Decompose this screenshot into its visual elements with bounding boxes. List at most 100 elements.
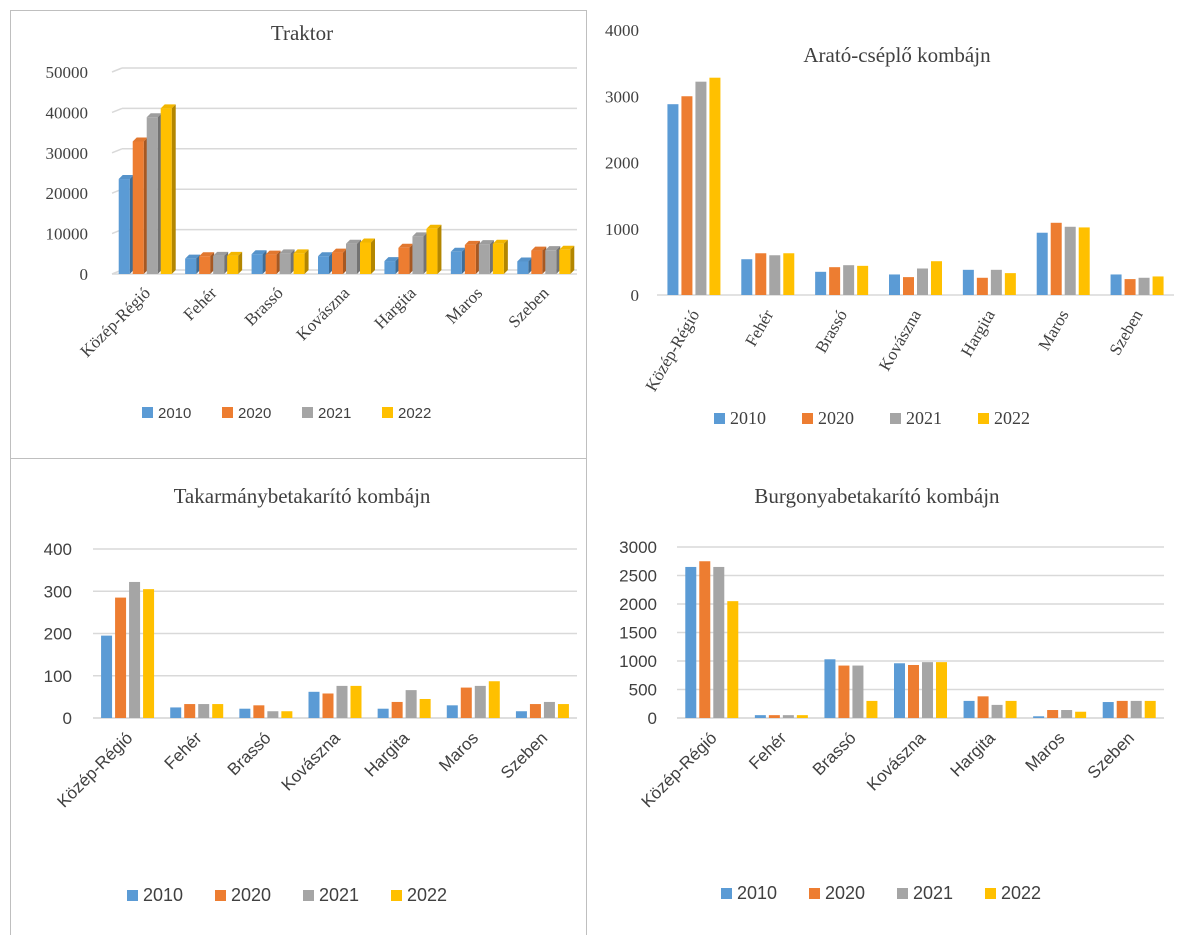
legend-swatch	[127, 890, 138, 901]
bar-top	[360, 238, 375, 243]
bar-2010-5	[1036, 232, 1048, 295]
x-tick-label: Szeben	[497, 728, 551, 782]
legend-label: 2022	[407, 885, 447, 905]
y-tick-label: 50000	[46, 63, 89, 82]
x-tick-label: Fehér	[741, 306, 777, 349]
bar-2021-2	[267, 711, 279, 718]
bar-2021-0	[695, 81, 707, 295]
legend-label: 2010	[143, 885, 183, 905]
bar-2021-1	[213, 255, 225, 274]
x-tick-label: Kovászna	[292, 283, 353, 344]
bar-2021-6	[1138, 277, 1150, 295]
legend-swatch	[215, 890, 226, 901]
y-tick-label: 30000	[46, 144, 89, 163]
x-tick-label: Fehér	[180, 283, 221, 324]
chart-svg: Arató-cséplő kombájn 0 1000 2000 3000 4000 Köz…	[605, 21, 1174, 428]
bar-2021-1	[782, 715, 794, 718]
bar-2022-0	[709, 77, 721, 295]
bar-side	[570, 245, 575, 274]
x-tick-label: Közép-Régió	[77, 283, 155, 361]
x-tick-label: Közép-Régió	[53, 728, 136, 811]
bar-2022-2	[293, 253, 305, 274]
chart-title: Arató-cséplő kombájn	[803, 43, 991, 67]
bar-2020-5	[1050, 222, 1062, 295]
x-tick-label: Kovászna	[278, 728, 345, 795]
bar-top	[279, 249, 295, 254]
legend-swatch	[302, 407, 313, 418]
x-tick-label: Közép-Régió	[642, 307, 704, 395]
bar-2020-4	[391, 701, 403, 718]
bar-2010-5	[1033, 716, 1045, 718]
bar-2020-3	[322, 693, 334, 718]
x-tick-label: Szeben	[1084, 728, 1138, 782]
bar-2010-6	[1110, 274, 1122, 295]
y-tick-label: 1000	[605, 220, 639, 239]
x-tick-label: Hargita	[370, 283, 420, 333]
bar-top	[251, 250, 267, 255]
y-tick-label: 3000	[619, 538, 657, 557]
x-tick-label: Hargita	[361, 728, 414, 781]
x-tick-label: Brassó	[812, 307, 852, 357]
legend-label: 2020	[825, 883, 865, 903]
legend-label: 2021	[318, 405, 351, 422]
bar-top	[384, 257, 400, 262]
bar-2021-6	[1130, 700, 1142, 718]
y-tick-label: 2000	[619, 595, 657, 614]
bar-2020-6	[531, 250, 543, 274]
bar-2020-0	[132, 141, 144, 274]
legend-label: 2021	[913, 883, 953, 903]
bar-2021-4	[990, 269, 1002, 295]
chart-svg: Burgonyabetakarító kombájn 0 500 1000 1500 20…	[619, 484, 1164, 903]
bar-2022-2	[857, 265, 869, 295]
legend-label: 2010	[730, 408, 766, 428]
bar-2022-4	[419, 698, 431, 718]
y-tick-label: 1500	[619, 624, 657, 643]
bar-top	[559, 245, 575, 250]
bar-top	[118, 175, 134, 180]
bar-2021-5	[1064, 226, 1076, 295]
bar-2020-2	[253, 705, 265, 718]
x-tick-label: Kovászna	[875, 306, 925, 374]
legend-swatch	[890, 413, 901, 424]
bar-2020-4	[977, 696, 989, 718]
chart-svg: Traktor 0 10000 20000 30000 40000 50000 Közép-R…	[46, 21, 577, 422]
bar-top	[517, 257, 533, 262]
bar-2010-3	[308, 691, 320, 718]
legend-label: 2020	[231, 885, 271, 905]
legend-label: 2020	[818, 408, 854, 428]
bar-2010-6	[517, 261, 529, 274]
bar-top	[492, 239, 508, 244]
bar-2020-6	[1116, 700, 1128, 718]
bar-2020-0	[115, 597, 127, 718]
bar-2010-3	[318, 256, 329, 274]
legend-label: 2020	[238, 405, 271, 422]
legend-swatch	[985, 888, 996, 899]
legend-swatch	[382, 407, 393, 418]
chart-title: Takarmánybetakarító kombájn	[174, 484, 431, 508]
bar-2020-6	[529, 704, 541, 718]
y-tick-label: 4000	[605, 21, 639, 40]
y-tick-label: 0	[80, 265, 89, 284]
bar-2010-0	[118, 179, 130, 274]
bar-2022-4	[426, 228, 438, 274]
bar-top	[293, 249, 309, 254]
bar-2022-3	[350, 685, 362, 718]
bar-2010-2	[251, 254, 263, 274]
bar-2022-1	[796, 715, 808, 718]
bar-2022-3	[936, 662, 947, 718]
bar-2021-0	[129, 581, 141, 718]
y-tick-label: 500	[629, 681, 657, 700]
x-tick-label: Maros	[1034, 307, 1072, 354]
bar-2021-2	[279, 253, 291, 274]
x-tick-label: Brassó	[809, 728, 860, 779]
bar-2022-5	[1075, 711, 1087, 718]
bar-2021-1	[769, 255, 781, 295]
bar-2020-5	[1047, 710, 1059, 718]
y-tick-label: 0	[631, 286, 640, 305]
chart-traktor: Traktor 0 10000 20000 30000 40000 50000 Közép-R…	[10, 10, 587, 459]
bar-2010-1	[185, 258, 197, 274]
y-tick-label: 200	[44, 625, 72, 644]
bar-top	[132, 137, 148, 142]
y-tick-label: 2000	[605, 154, 639, 173]
chart-frame-takarmany	[10, 458, 587, 935]
